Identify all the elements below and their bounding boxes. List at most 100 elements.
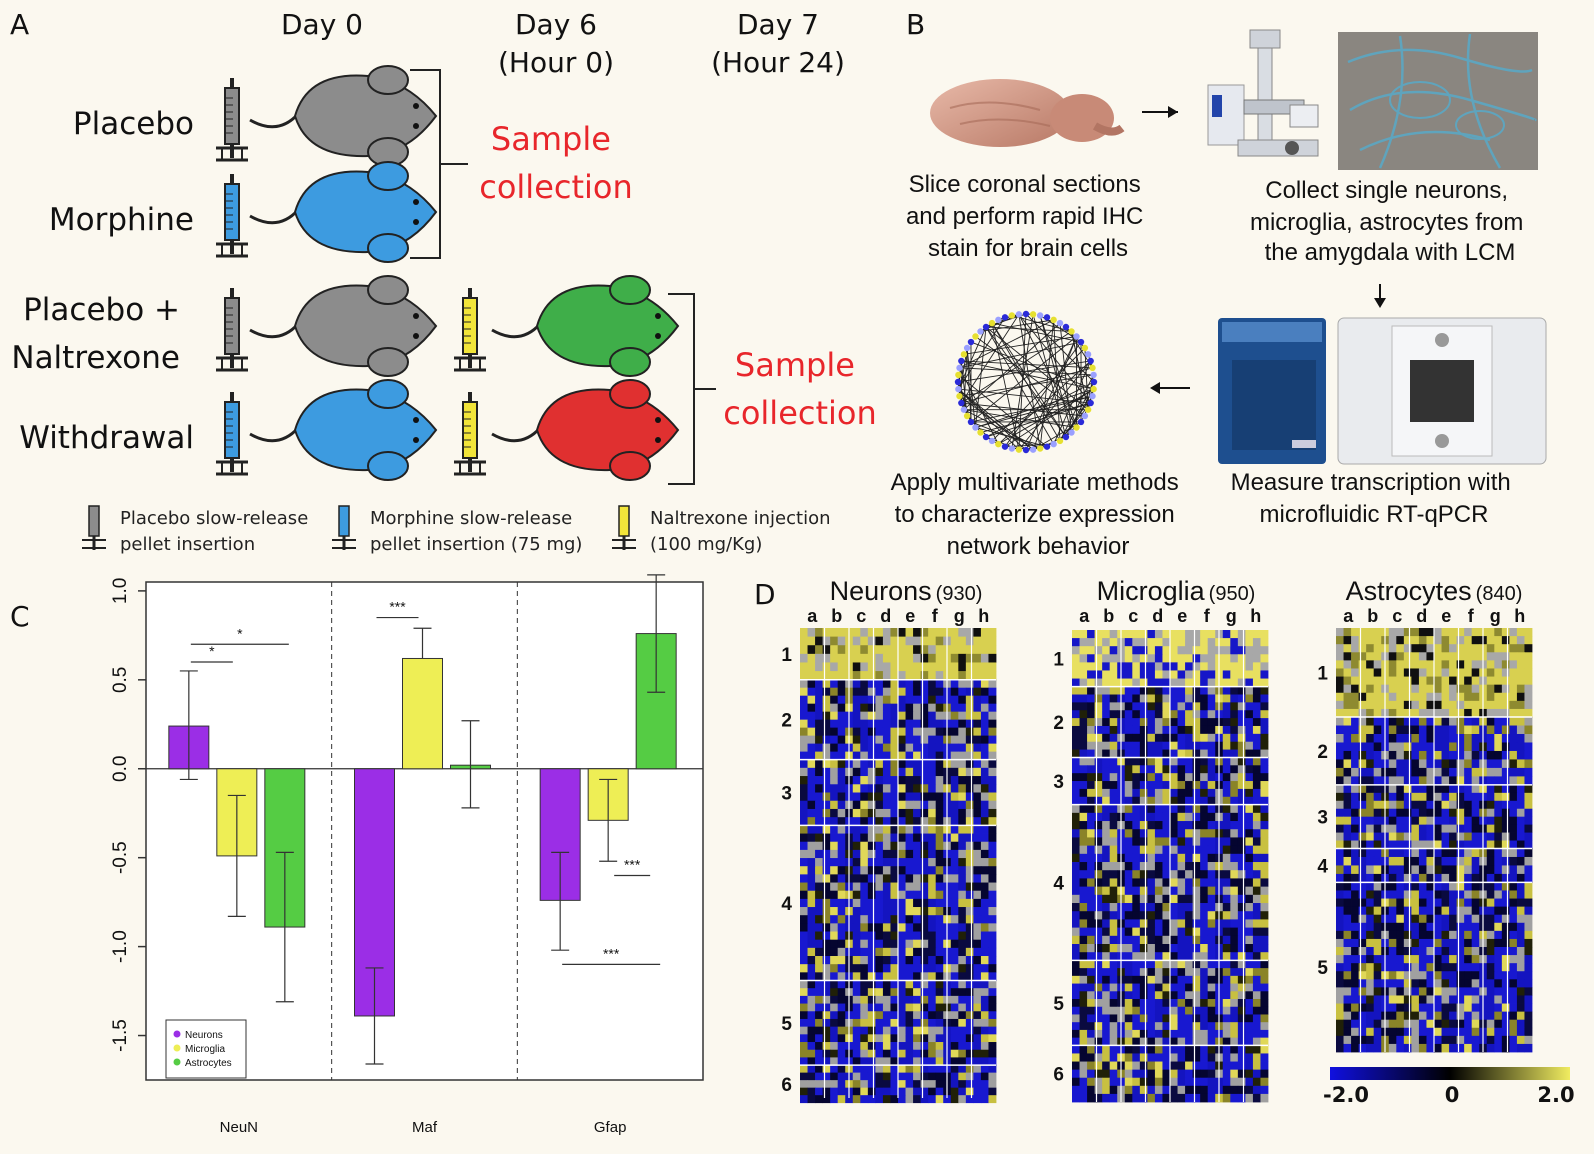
heatmap-col-label: b bbox=[1367, 606, 1378, 626]
significance-bracket: * bbox=[190, 643, 233, 663]
heatmap-title: Microglia (950) bbox=[1097, 576, 1256, 606]
legend-syringe-icon bbox=[618, 505, 630, 537]
y-tick-label: 0.5 bbox=[110, 667, 131, 693]
heatmap-col-label: f bbox=[1468, 606, 1475, 626]
arrow-2-head bbox=[1374, 298, 1386, 308]
step3-caption: Measure transcription with microfluidic … bbox=[1231, 469, 1518, 528]
panel-b-label: B bbox=[906, 8, 925, 41]
step2-caption: Collect single neurons, microglia, astro… bbox=[1250, 177, 1530, 266]
panel-d-label: D bbox=[754, 578, 776, 611]
mouse-icon bbox=[249, 379, 438, 481]
heatmap-col-label: e bbox=[905, 606, 915, 626]
legend-label: Astrocytes bbox=[185, 1058, 232, 1069]
significance-bracket: *** bbox=[614, 856, 651, 877]
error-bar bbox=[275, 851, 294, 1003]
mouse-icon bbox=[249, 275, 438, 377]
timeline-headers: Day 0 Day 6 (Hour 0) Day 7 (Hour 24) bbox=[281, 8, 845, 79]
x-category-label: Maf bbox=[412, 1119, 438, 1136]
brain-icon bbox=[930, 79, 1125, 147]
heatmap-astrocytes: Astrocytes (840) 1 2 3 4 5 a b c d e f g h bbox=[1317, 576, 1533, 1053]
mouse-icon bbox=[491, 379, 680, 481]
significance-marker: * bbox=[209, 643, 215, 659]
pellet-syringe-icon bbox=[216, 78, 248, 162]
heatmap-col-label: c bbox=[1392, 606, 1402, 626]
heatmap-col-label: b bbox=[1103, 606, 1114, 626]
heatmap-col-label: a bbox=[1343, 606, 1354, 626]
heatmap-row-label: 5 bbox=[1053, 994, 1064, 1015]
significance-bracket: * bbox=[190, 625, 289, 645]
colorbar bbox=[1330, 1067, 1570, 1080]
x-category-label: Gfap bbox=[594, 1119, 627, 1136]
pellet-syringe-icon bbox=[216, 288, 248, 372]
heatmap-title: Astrocytes (840) bbox=[1346, 576, 1523, 606]
mouse-icon bbox=[249, 65, 438, 167]
significance-marker: *** bbox=[624, 856, 641, 872]
qpcr-instrument-icon bbox=[1218, 318, 1326, 464]
legend-label-1: Morphine slow-release pellet insertion (7… bbox=[370, 508, 582, 555]
naltrexone-syringe-icon bbox=[454, 392, 486, 476]
heatmap-col-label: e bbox=[1441, 606, 1451, 626]
amygdala-tissue-image bbox=[1338, 32, 1538, 170]
significance-marker: *** bbox=[389, 599, 406, 615]
heatmap-col-label: d bbox=[880, 606, 891, 626]
heatmap-row-label: 5 bbox=[1317, 958, 1328, 979]
heatmap-title: Neurons (930) bbox=[830, 576, 983, 606]
heatmap-col-label: f bbox=[1204, 606, 1211, 626]
error-bar bbox=[599, 778, 618, 862]
heatmap-col-label: a bbox=[807, 606, 818, 626]
colorbar-max-label: 2.0 bbox=[1537, 1083, 1574, 1107]
panel-b: B bbox=[891, 8, 1547, 560]
heatmap-neurons: Neurons (930) 1 2 3 4 5 6 a b c d e f g h bbox=[781, 576, 997, 1104]
y-tick-label: 0.0 bbox=[110, 756, 131, 782]
heatmap-col-label: c bbox=[1128, 606, 1138, 626]
pellet-syringe-icon bbox=[216, 174, 248, 258]
x-category-label: NeuN bbox=[220, 1119, 258, 1136]
legend-label: Microglia bbox=[185, 1044, 225, 1055]
heatmap-row-label: 3 bbox=[781, 784, 792, 805]
legend-item-1: Morphine slow-release pellet insertion (7… bbox=[332, 505, 582, 555]
significance-marker: * bbox=[237, 625, 243, 641]
heatmap-col-label: f bbox=[932, 606, 939, 626]
group-row-3: Withdrawal bbox=[19, 379, 680, 481]
sample-collection-1: Sample collection bbox=[479, 120, 633, 206]
group-label-0: Placebo bbox=[73, 106, 194, 142]
legend-syringe-icon bbox=[88, 505, 100, 537]
heatmap-row-label: 2 bbox=[781, 711, 792, 732]
step1-caption: Slice coronal sections and perform rapid… bbox=[906, 171, 1150, 262]
heatmap-row-label: 1 bbox=[781, 645, 792, 666]
heatmap-col-label: g bbox=[1490, 606, 1501, 626]
heatmap-col-label: d bbox=[1416, 606, 1427, 626]
heatmap-col-label: h bbox=[978, 606, 989, 626]
panel-a-label: A bbox=[10, 8, 29, 41]
mouse-icon bbox=[491, 275, 680, 377]
error-bar bbox=[647, 574, 666, 693]
heatmap-row-label: 1 bbox=[1053, 649, 1064, 670]
error-bar bbox=[551, 851, 570, 951]
heatmap-col-label: e bbox=[1177, 606, 1187, 626]
timeline-header-2: Day 7 (Hour 24) bbox=[711, 8, 845, 79]
heatmap-col-label: c bbox=[856, 606, 866, 626]
naltrexone-syringe-icon bbox=[454, 288, 486, 372]
chart-legend: Neurons Microglia Astrocytes bbox=[165, 1019, 247, 1079]
timeline-header-1: Day 6 (Hour 0) bbox=[498, 8, 614, 79]
error-bar bbox=[227, 794, 246, 917]
group-row-1: Morphine bbox=[49, 161, 438, 263]
error-bar bbox=[413, 627, 432, 659]
mouse-icon bbox=[249, 161, 438, 263]
heatmap-col-label: g bbox=[954, 606, 965, 626]
heatmap-col-label: d bbox=[1152, 606, 1163, 626]
microscope-icon bbox=[1207, 29, 1319, 157]
heatmap-row-label: 4 bbox=[1053, 874, 1064, 895]
error-bar bbox=[461, 720, 480, 809]
expression-network-icon bbox=[954, 310, 1098, 454]
group-row-2: Placebo + Naltrexone bbox=[11, 275, 680, 377]
legend-label: Neurons bbox=[185, 1030, 223, 1041]
arrow-1-head bbox=[1168, 106, 1178, 118]
significance-bracket: *** bbox=[376, 599, 419, 619]
heatmap-row-label: 5 bbox=[781, 1014, 792, 1035]
step4-caption: Apply multivariate methods to characteri… bbox=[891, 469, 1186, 560]
